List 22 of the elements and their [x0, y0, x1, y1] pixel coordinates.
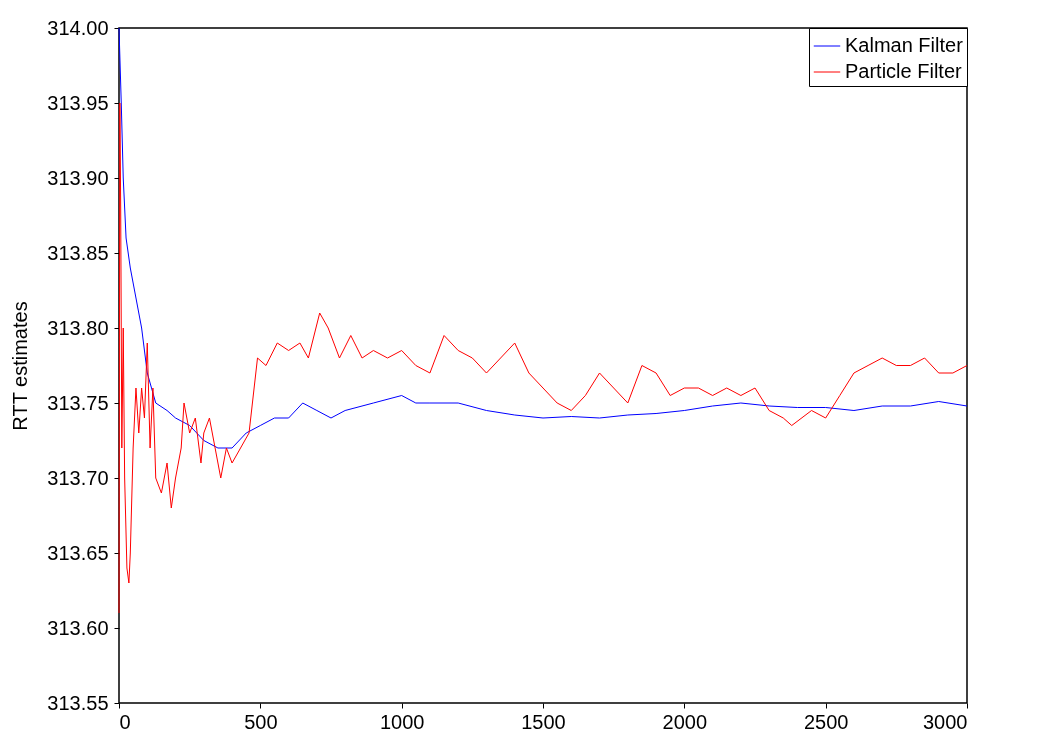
legend-label: Kalman Filter — [845, 34, 964, 56]
line-series — [118, 27, 968, 449]
x-tick-label: 500 — [244, 710, 278, 733]
x-tick-label: 1000 — [379, 710, 425, 733]
y-tick-label: 314.00 — [47, 16, 109, 39]
y-tick-label: 313.60 — [47, 616, 109, 639]
y-tick-label: 313.75 — [47, 391, 109, 414]
y-tick-label: 313.90 — [47, 166, 109, 189]
x-tick-label: 2500 — [803, 710, 849, 733]
x-tick-label: 0 — [119, 710, 131, 733]
y-tick-label: 313.95 — [47, 91, 109, 114]
line-series — [118, 102, 968, 614]
y-tick-label: 313.55 — [47, 691, 109, 714]
y-tick-label: 313.70 — [47, 466, 109, 489]
x-tick-label: 1500 — [521, 710, 566, 733]
legend-label: Particle Filter — [845, 60, 963, 82]
x-tick-label: 3000 — [923, 710, 968, 733]
x-tick-label: 2000 — [662, 710, 708, 733]
y-tick-label: 313.65 — [47, 541, 109, 564]
y-tick-label: 313.85 — [47, 241, 109, 264]
y-tick-label: 313.80 — [47, 316, 109, 339]
y-axis-title: RTT estimates — [9, 301, 32, 431]
